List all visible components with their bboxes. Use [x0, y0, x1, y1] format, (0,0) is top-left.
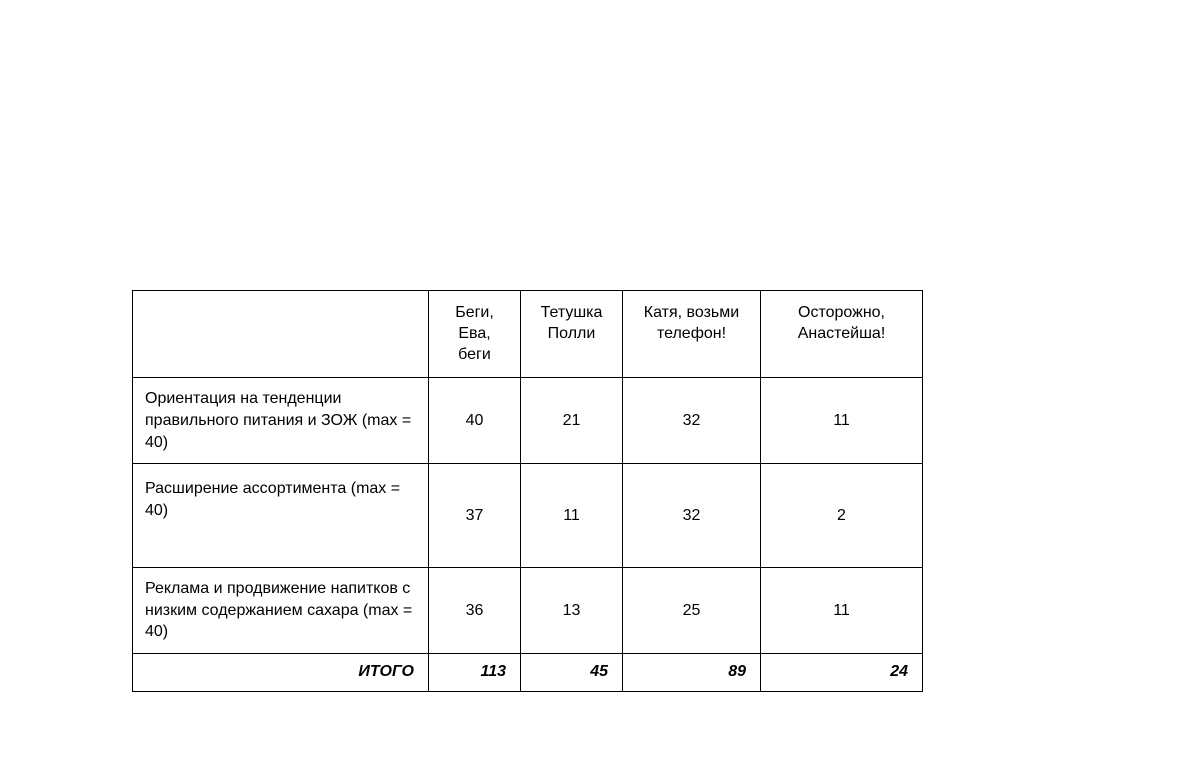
table-row: Реклама и продвижение напитков с низким …	[133, 568, 923, 654]
row-3-val-4: 11	[761, 568, 923, 654]
header-col-2: Тетушка Полли	[521, 291, 623, 378]
row-3-val-2: 13	[521, 568, 623, 654]
total-val-4: 24	[761, 653, 923, 691]
header-col-4-line-1: Осторожно,	[771, 303, 912, 324]
row-2-val-2: 11	[521, 464, 623, 568]
total-val-2: 45	[521, 653, 623, 691]
table-row: Ориентация на тенденции правильного пита…	[133, 378, 923, 464]
row-2-val-3: 32	[623, 464, 761, 568]
row-2-val-1: 37	[429, 464, 521, 568]
total-val-1: 113	[429, 653, 521, 691]
total-val-3: 89	[623, 653, 761, 691]
total-label: ИТОГО	[133, 653, 429, 691]
row-1-val-1: 40	[429, 378, 521, 464]
header-col-2-line-2: Полли	[531, 324, 612, 345]
table-row: Расширение ассортимента (max = 40) 37 11…	[133, 464, 923, 568]
row-1-val-3: 32	[623, 378, 761, 464]
row-1-val-4: 11	[761, 378, 923, 464]
row-1-label: Ориентация на тенденции правильного пита…	[133, 378, 429, 464]
table-header-row: Беги, Ева, беги Тетушка Полли Катя, возь…	[133, 291, 923, 378]
header-col-3-line-1: Катя, возьми	[633, 303, 750, 324]
header-col-4-line-2: Анастейша!	[771, 324, 912, 345]
comparison-table: Беги, Ева, беги Тетушка Полли Катя, возь…	[132, 290, 923, 692]
header-col-4: Осторожно, Анастейша!	[761, 291, 923, 378]
header-col-1-line-3: беги	[439, 345, 510, 366]
row-2-val-4: 2	[761, 464, 923, 568]
row-3-val-1: 36	[429, 568, 521, 654]
row-3-val-3: 25	[623, 568, 761, 654]
header-empty	[133, 291, 429, 378]
row-2-label: Расширение ассортимента (max = 40)	[133, 464, 429, 568]
header-col-1-line-2: Ева,	[439, 324, 510, 345]
header-col-1: Беги, Ева, беги	[429, 291, 521, 378]
header-col-2-line-1: Тетушка	[531, 303, 612, 324]
row-1-val-2: 21	[521, 378, 623, 464]
header-col-3: Катя, возьми телефон!	[623, 291, 761, 378]
header-col-3-line-2: телефон!	[633, 324, 750, 345]
header-col-1-line-1: Беги,	[439, 303, 510, 324]
comparison-table-container: Беги, Ева, беги Тетушка Полли Катя, возь…	[132, 290, 922, 692]
table-total-row: ИТОГО 113 45 89 24	[133, 653, 923, 691]
row-3-label: Реклама и продвижение напитков с низким …	[133, 568, 429, 654]
